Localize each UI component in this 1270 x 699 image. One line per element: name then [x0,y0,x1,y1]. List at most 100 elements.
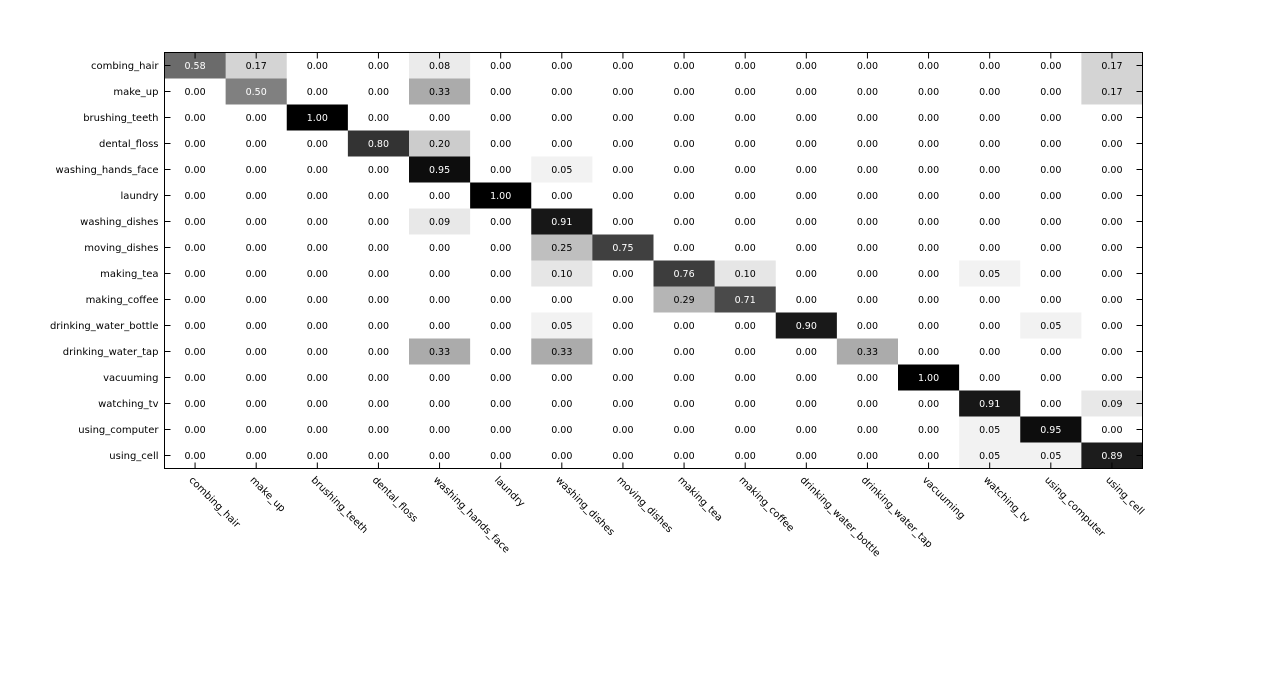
heatmap-cell [347,338,410,365]
heatmap-cell [653,260,716,287]
heatmap-cell [531,338,593,365]
cell-value-label: 0.00 [429,373,450,384]
heatmap-cell [164,312,227,339]
cell-value-label: 0.00 [307,399,328,410]
cell-value-label: 0.00 [735,113,756,124]
cell-value-label: 0.00 [184,321,205,332]
cell-value-label: 0.00 [246,243,267,254]
cell-value-label: 0.00 [612,269,633,280]
cell-value-label: 0.00 [490,347,511,358]
heatmap-cell [286,234,349,261]
heatmap-cell-values: 0.58 0.17 0.00 0.00 0.08 0.00 0.00 0.00 0.00 0.00… [184,61,1122,462]
heatmap-cell [347,130,410,157]
heatmap-cell [470,364,532,391]
heatmap-cell [409,156,471,183]
cell-value-label: 0.00 [612,451,633,462]
cell-value-label: 0.00 [612,399,633,410]
heatmap-cell [470,338,532,365]
cell-value-label: 0.00 [429,295,450,306]
cell-value-label: 0.00 [612,321,633,332]
y-tick-label: laundry [121,191,159,202]
heatmap-cell [1020,182,1082,209]
heatmap-cell [714,416,777,443]
heatmap-cell [531,416,593,443]
heatmap-cell [592,312,654,339]
heatmap-cell [898,208,960,235]
y-tick-label: washing_dishes [80,217,158,228]
y-tick-label: using_computer [78,425,159,436]
cell-value-label: 0.00 [1101,191,1122,202]
cell-value-label: 0.00 [857,425,878,436]
heatmap-cell [164,130,227,157]
cell-value-label: 0.00 [368,165,389,176]
heatmap-cell [959,208,1021,235]
cell-value-label: 0.00 [429,191,450,202]
cell-value-label: 0.00 [1040,113,1061,124]
x-tick-label: using_computer [1042,475,1107,540]
heatmap-cell [714,156,777,183]
heatmap-cell [714,260,777,287]
cell-value-label: 0.00 [429,425,450,436]
cell-value-label: 0.00 [979,61,1000,72]
heatmap-cell [225,104,288,131]
cell-value-label: 0.00 [184,191,205,202]
heatmap-cell [164,286,227,313]
cell-value-label: 0.00 [918,113,939,124]
heatmap-cell [775,364,838,391]
cell-value-label: 0.00 [184,295,205,306]
y-tick-label: drinking_water_tap [63,347,159,358]
heatmap-cell [286,338,349,365]
cell-value-label: 0.00 [1101,373,1122,384]
cell-value-label: 0.00 [735,87,756,98]
heatmap-cell [1020,104,1082,131]
cell-value-label: 0.00 [429,451,450,462]
cell-value-label: 0.00 [857,113,878,124]
heatmap-cell [1081,156,1143,183]
heatmap-cell [898,260,960,287]
heatmap-cell [714,104,777,131]
heatmap-cell [1081,312,1143,339]
cell-value-label: 0.00 [673,347,694,358]
cell-value-label: 0.00 [1040,347,1061,358]
cell-value-label: 0.00 [857,165,878,176]
cell-value-label: 0.00 [796,191,817,202]
cell-value-label: 0.00 [857,243,878,254]
heatmap-cell [775,260,838,287]
heatmap-cell [347,234,410,261]
cell-value-label: 0.00 [368,399,389,410]
cell-value-label: 0.00 [1040,87,1061,98]
cell-value-label: 0.00 [918,399,939,410]
heatmap-cell [714,312,777,339]
cell-value-label: 0.05 [979,425,1000,436]
cell-value-label: 0.00 [1040,191,1061,202]
heatmap-cell [225,286,288,313]
cell-value-label: 0.00 [246,425,267,436]
heatmap-cell [836,312,899,339]
cell-value-label: 0.00 [368,113,389,124]
heatmap-cell [836,130,899,157]
cell-value-label: 0.00 [796,217,817,228]
heatmap-cell [409,130,471,157]
heatmap-cell [1081,78,1143,105]
cell-value-label: 0.00 [368,87,389,98]
cell-value-label: 0.05 [979,451,1000,462]
cell-value-label: 0.00 [735,61,756,72]
heatmap-cell [836,208,899,235]
heatmap-cell [347,156,410,183]
cell-value-label: 0.00 [673,451,694,462]
heatmap-cell [470,130,532,157]
heatmap-cell [714,364,777,391]
x-tick-label: washing_dishes [553,475,616,538]
cell-value-label: 0.00 [735,451,756,462]
heatmap-cell [775,416,838,443]
heatmap-cell [775,130,838,157]
cell-value-label: 0.00 [857,87,878,98]
cell-value-label: 0.00 [490,399,511,410]
heatmap-cell [347,208,410,235]
x-tick-label: using_cell [1103,475,1146,518]
cell-value-label: 0.00 [368,373,389,384]
x-tick-label: make_up [248,475,288,515]
cell-value-label: 0.00 [857,399,878,410]
cell-value-label: 0.00 [246,373,267,384]
heatmap-cell [836,390,899,417]
